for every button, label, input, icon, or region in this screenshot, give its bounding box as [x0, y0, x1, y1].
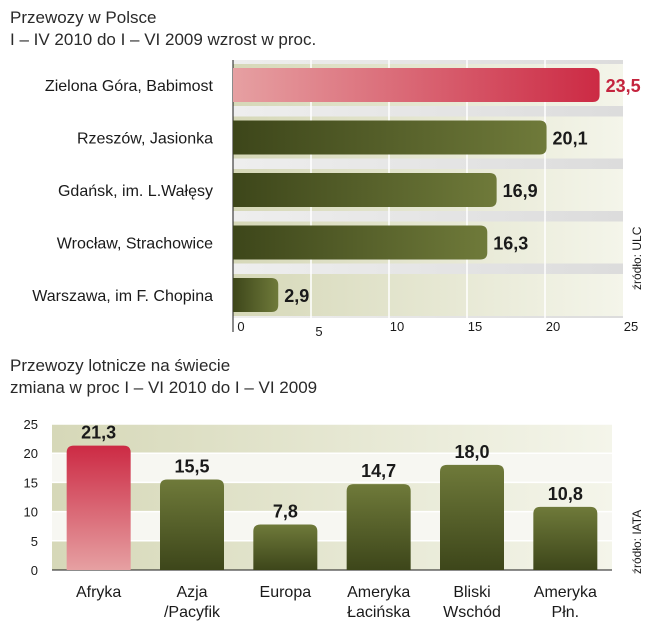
chart2-bar [160, 479, 224, 570]
chart2-category-label: Afryka [76, 584, 121, 601]
chart1-tick-label: 5 [315, 324, 322, 339]
chart1-bar [233, 278, 279, 312]
chart2-grid-band [52, 482, 612, 512]
chart1-value-label: 23,5 [606, 76, 641, 96]
chart1-tick-label: 0 [237, 319, 244, 334]
chart1-row-band [233, 274, 623, 316]
chart2-bar [533, 506, 598, 570]
chart1-value-label: 2,9 [284, 286, 309, 306]
chart2-tick-label: 10 [24, 505, 38, 520]
chart1-bar [233, 173, 497, 207]
chart1-bar [233, 225, 488, 260]
chart2-grid-band [52, 540, 612, 570]
chart1-bar [233, 120, 547, 155]
chart2-category-label: Azja/Pacyfik [164, 584, 221, 621]
chart2-category-label: Ameryka Łacińska [347, 584, 410, 621]
chart2-bar [253, 524, 318, 570]
chart2-tick-label: 5 [31, 534, 38, 549]
chart2-category-label: Europa [260, 584, 312, 601]
chart2-tick-label: 20 [24, 446, 38, 461]
chart2-value-label: 15,5 [174, 456, 209, 476]
chart1-tick-label: 25 [624, 319, 638, 334]
chart2-value-label: 10,8 [548, 484, 583, 504]
chart2-value-label: 18,0 [454, 442, 489, 462]
chart2-subtitle: zmiana w proc I – VI 2010 do I – VI 2009 [10, 378, 318, 397]
chart2-title: Przewozy lotnicze na świecie [10, 356, 231, 375]
chart1-subtitle: I – IV 2010 do I – VI 2009 wzrost w proc… [10, 30, 317, 49]
chart1-category-label: Rzeszów, Jasionka [77, 131, 213, 148]
chart2-bar [440, 464, 504, 570]
chart2-source: źródło: IATA [630, 510, 644, 574]
chart1-category-label: Gdańsk, im. L.Wałęsy [58, 183, 213, 200]
chart2-category-label: Bliski Wschód [443, 584, 501, 621]
chart1-category-label: Warszawa, im F. Chopina [32, 288, 213, 305]
chart1-source: źródło: ULC [630, 226, 644, 290]
chart1-value-label: 20,1 [553, 129, 588, 149]
chart1-value-label: 16,9 [503, 181, 538, 201]
chart1-bar [233, 68, 600, 102]
chart2-grid-band [52, 424, 612, 454]
chart2-value-label: 21,3 [81, 423, 116, 443]
chart2-bar [66, 445, 131, 570]
chart2-tick-label: 25 [24, 417, 38, 432]
chart1-tick-label: 15 [468, 319, 482, 334]
chart1-tick-label: 10 [390, 319, 404, 334]
chart2-bar [346, 484, 411, 570]
chart2-value-label: 7,8 [273, 501, 298, 521]
chart1-tick-label: 20 [546, 319, 560, 334]
chart2-tick-label: 0 [31, 563, 38, 578]
chart1-title: Przewozy w Polsce [10, 8, 157, 27]
chart1-category-label: Wrocław, Strachowice [57, 236, 213, 253]
chart1-category-label: Zielona Góra, Babimost [45, 78, 214, 95]
chart2-value-label: 14,7 [361, 461, 396, 481]
chart1-value-label: 16,3 [493, 234, 528, 254]
chart2-tick-label: 15 [24, 475, 38, 490]
chart2-category-label: Ameryka Płn. [534, 584, 597, 621]
